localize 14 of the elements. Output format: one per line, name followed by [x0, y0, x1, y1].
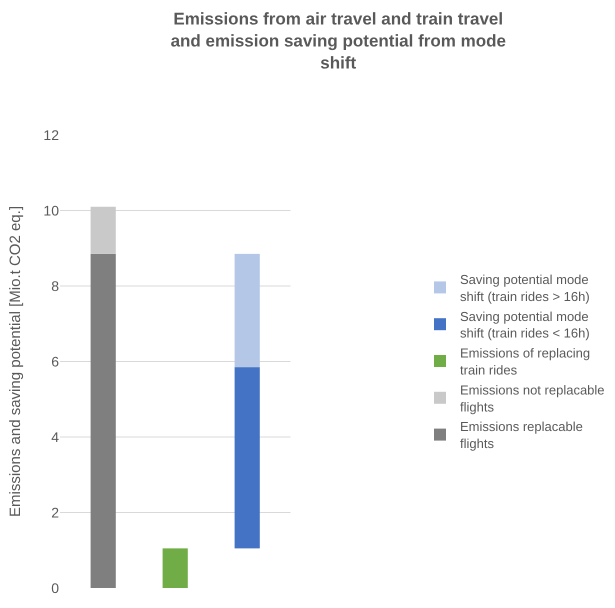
y-tick-label: 2 [51, 504, 60, 520]
legend-label: Emissions replacable flights [460, 419, 583, 452]
legend-label: Emissions of replacing train rides [460, 346, 590, 378]
text: Emissions from air travel and train travel and emission saving potential from mode shift [170, 9, 506, 73]
legend-label: Saving potential mode shift (train rides < 16h) [460, 308, 590, 341]
y-tick-label: 6 [51, 353, 60, 370]
legend-label: Saving potential mode shift (train rides > 16h) [460, 272, 590, 304]
y-tick-label: 4 [51, 428, 60, 445]
y-tick-label: 12 [43, 126, 60, 143]
y-tick-label: 0 [51, 580, 60, 596]
y-tick-label: 8 [51, 278, 60, 294]
legend-label: Emissions not replacable flights [460, 382, 605, 414]
y-axis-title: Emissions and saving potential [Mio.t CO2 eq.] [7, 206, 24, 517]
y-tick-label: 10 [43, 202, 60, 218]
